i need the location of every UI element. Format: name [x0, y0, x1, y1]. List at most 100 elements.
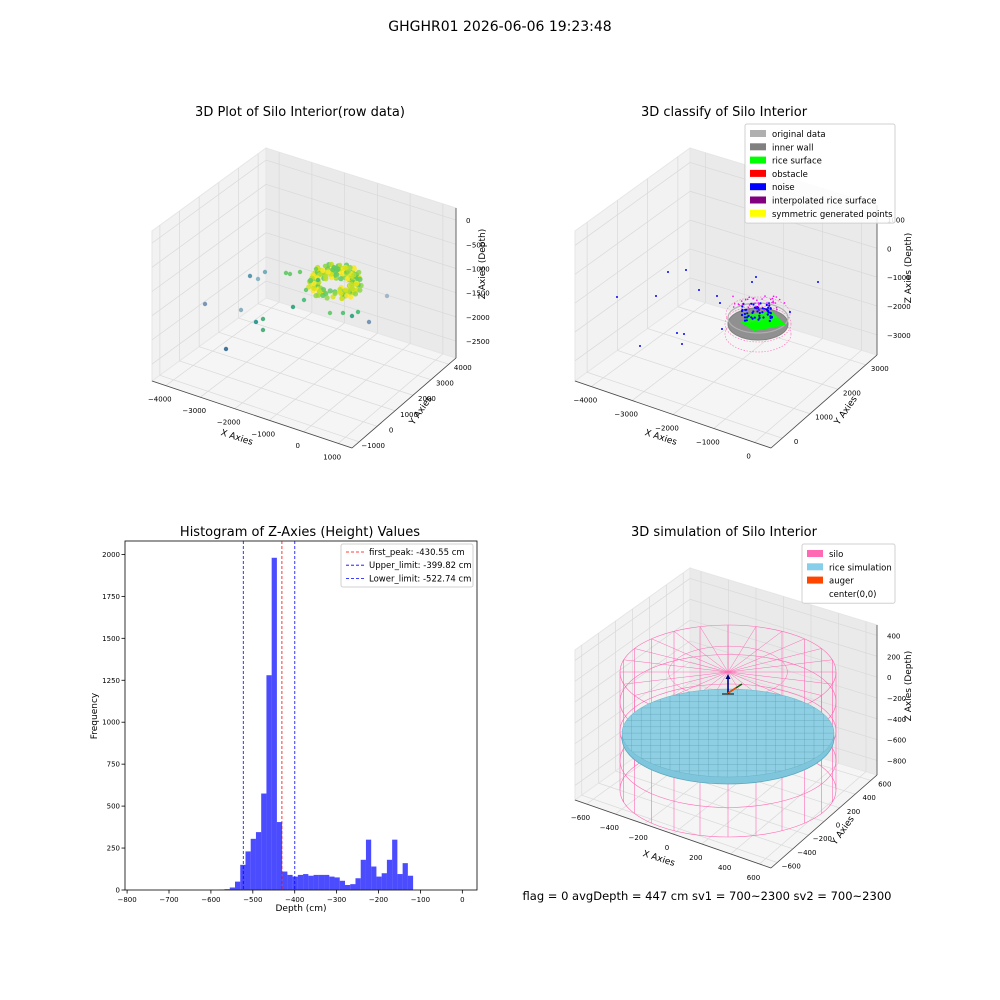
- silo-roof-rib: [727, 659, 833, 673]
- panel1-title: 3D Plot of Silo Interior(row data): [195, 105, 405, 120]
- histogram-bar: [402, 863, 408, 890]
- panel2-ztick: −3000: [887, 332, 911, 340]
- panel2-grid-x: [754, 349, 862, 443]
- noise-point: [769, 307, 772, 310]
- panel2-ytick: 0: [794, 438, 798, 446]
- panel4-ztick: −200: [887, 695, 906, 703]
- histogram-bar: [371, 866, 377, 890]
- panel1-grid-z-left: [151, 208, 267, 292]
- panel2-legend-swatch: [750, 209, 766, 217]
- histogram-bar: [345, 884, 351, 890]
- panel4-axis-y: [770, 774, 878, 869]
- panel4-ytick: 600: [878, 780, 891, 788]
- panel2-legend-label: original data: [772, 130, 826, 140]
- silo-roof-rib: [727, 638, 805, 673]
- raw-point: [353, 281, 359, 287]
- panel3-xlabel: Depth (cm): [275, 904, 326, 914]
- raw-point: [262, 269, 268, 275]
- panel1-grid-x: [234, 322, 345, 409]
- panel2-xtick: −2000: [655, 425, 679, 433]
- histogram-bar: [308, 875, 314, 890]
- panel1-grid-y: [159, 374, 360, 443]
- histogram-xtick: −400: [285, 896, 304, 904]
- panel1-ytick: 4000: [454, 364, 472, 372]
- raw-point: [283, 270, 289, 276]
- panel2-grid-x: [672, 326, 784, 415]
- symmetric-point: [746, 298, 749, 301]
- panel4-ytick: −400: [797, 849, 816, 857]
- panel4-legend-label: center(0,0): [829, 590, 877, 600]
- symmetric-point: [774, 302, 777, 304]
- panel1-ytick: 0: [389, 426, 393, 434]
- panel2-ztick: −2000: [887, 303, 911, 311]
- panel1-ztick: −1000: [466, 265, 490, 273]
- histogram-bar: [365, 839, 372, 890]
- histogram-bar: [240, 864, 246, 890]
- raw-point: [344, 276, 351, 282]
- histogram-xtick: −100: [411, 896, 430, 904]
- panel1-ytick: 2000: [418, 395, 436, 403]
- panel4-legend-swatch: [807, 576, 823, 584]
- noise-point: [761, 307, 764, 310]
- panel1-ztick: −2500: [466, 338, 490, 346]
- panel2-grid-z-left: [574, 162, 691, 246]
- silo-roof-rib: [673, 631, 729, 673]
- panel2-legend-frame: [744, 123, 896, 224]
- panel1-grid-y: [238, 317, 432, 381]
- noise-point: [758, 316, 761, 319]
- panel1-grid-z-right: [265, 208, 457, 269]
- panel4-xtick: −400: [600, 824, 619, 832]
- raw-point: [323, 276, 329, 282]
- symmetric-point: [764, 295, 766, 297]
- status-footer: flag = 0 avgDepth = 447 cm sv1 = 700~230…: [523, 889, 892, 903]
- noise-point: [752, 310, 755, 313]
- panel1-ztick: −500: [466, 241, 485, 249]
- symmetric-point: [754, 302, 756, 305]
- histogram-bar: [313, 874, 319, 890]
- noise-point: [757, 318, 760, 321]
- panel2-ytick: 1000: [815, 414, 833, 422]
- raw-point: [351, 272, 357, 278]
- panel4-ztick: −600: [887, 737, 906, 745]
- histogram-bar: [397, 874, 403, 890]
- panel4-ztick: 400: [887, 632, 900, 640]
- noise-point: [676, 332, 678, 334]
- symmetric-point: [775, 306, 778, 309]
- panel1-grid-x: [200, 312, 313, 398]
- raw-point: [348, 294, 354, 300]
- panel2-grid-y: [647, 328, 839, 390]
- silo-roof-rib: [727, 626, 757, 673]
- panel4-xtick: 600: [747, 874, 760, 882]
- panel4-zlabel: Z Axies (Depth): [904, 651, 914, 722]
- raw-point: [351, 265, 357, 271]
- panel4-grid-z-right: [689, 640, 878, 699]
- noise-point: [743, 316, 747, 319]
- panel1-axis-y: [351, 357, 457, 449]
- histogram-xtick: 0: [460, 896, 464, 904]
- panel2-axis-x: [574, 380, 772, 449]
- panel-classify: 3D classify of Silo Interior −4000 −3000 −…: [573, 105, 914, 460]
- panel2-xtick: −3000: [614, 411, 638, 419]
- raw-point: [349, 285, 355, 291]
- silo-roof-rib: [623, 671, 729, 685]
- histogram-ytick: 2000: [102, 551, 120, 559]
- noise-point: [751, 281, 753, 283]
- panel1-xtick: −4000: [148, 396, 172, 404]
- interpolated-ring: [724, 315, 792, 353]
- symmetric-point: [752, 297, 755, 300]
- noise-point: [761, 311, 764, 314]
- panel4-legend-swatch: [807, 563, 823, 571]
- panel2-ztick: −1000: [887, 274, 911, 282]
- panel1-3d-axes: −4000−3000−2000−100001000−10000100020003…: [148, 147, 490, 461]
- raw-point: [327, 310, 333, 316]
- panel2-grid-x: [631, 314, 745, 401]
- panel1-ztick: −2000: [466, 314, 490, 322]
- rice-surface-area: [740, 316, 786, 331]
- noise-point: [753, 316, 756, 319]
- panel4-legend-swatch: [807, 550, 823, 557]
- panel2-grid-z-left: [574, 190, 691, 275]
- panel4-grid-y: [581, 794, 778, 863]
- histogram-xtick: −300: [327, 896, 346, 904]
- panel4-title: 3D simulation of Silo Interior: [631, 525, 818, 540]
